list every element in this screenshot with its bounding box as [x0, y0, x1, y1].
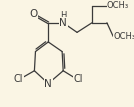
Text: O: O: [29, 9, 38, 19]
Text: OCH₃: OCH₃: [107, 1, 129, 10]
Text: Cl: Cl: [14, 74, 23, 84]
Text: N: N: [59, 18, 67, 28]
Text: Cl: Cl: [73, 74, 83, 84]
Text: OCH₃: OCH₃: [113, 32, 134, 41]
Text: N: N: [44, 79, 52, 89]
Text: H: H: [60, 11, 66, 20]
